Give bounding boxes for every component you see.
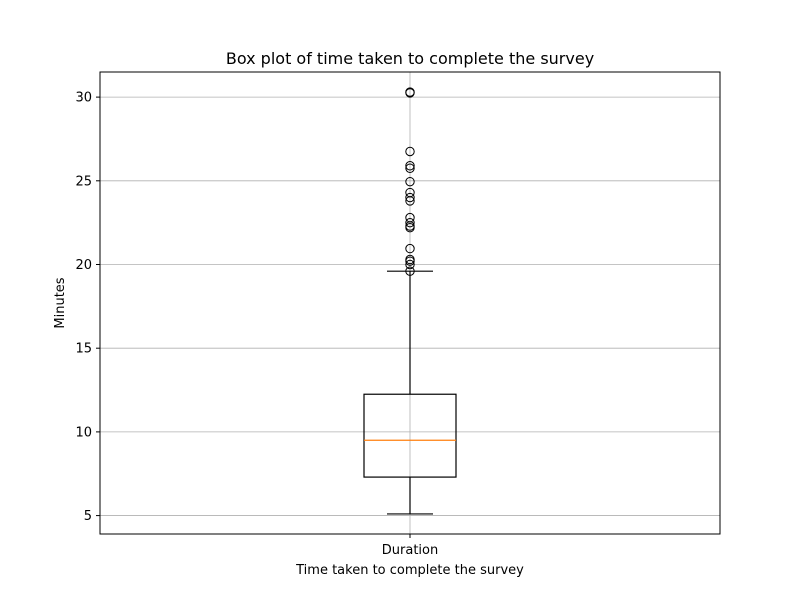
box-plot	[363, 270, 457, 515]
y-tick-label: 25	[75, 174, 92, 189]
outlier-point	[405, 163, 415, 173]
x-axis-label: Time taken to complete the survey	[295, 563, 524, 578]
x-axis-ticks: Duration	[382, 534, 438, 558]
outlier-point	[405, 187, 415, 198]
y-axis-label: Minutes	[53, 277, 68, 328]
y-tick-label: 10	[75, 425, 92, 440]
outlier-point	[405, 266, 415, 276]
outlier-point	[405, 254, 415, 265]
outlier-points	[405, 87, 415, 276]
plot-area-frame	[99, 71, 721, 535]
outlier-point	[405, 212, 415, 223]
y-tick-label: 30	[75, 91, 92, 106]
outlier-point	[405, 243, 415, 254]
iqr-box	[363, 393, 457, 478]
outlier-point	[405, 146, 415, 157]
y-axis-ticks: 5 10 15 20 25 30	[75, 91, 100, 524]
outlier-point	[405, 176, 415, 187]
y-tick-label: 20	[75, 258, 92, 273]
outlier-point	[405, 87, 415, 97]
outlier-point	[405, 161, 415, 171]
y-tick-label: 5	[84, 509, 92, 524]
outlier-point	[405, 259, 415, 270]
x-tick-label: Duration	[382, 543, 438, 558]
y-tick-label: 15	[75, 342, 92, 357]
chart-title: Box plot of time taken to complete the s…	[226, 49, 594, 68]
outlier-point	[405, 217, 415, 228]
outlier-point	[405, 192, 415, 203]
